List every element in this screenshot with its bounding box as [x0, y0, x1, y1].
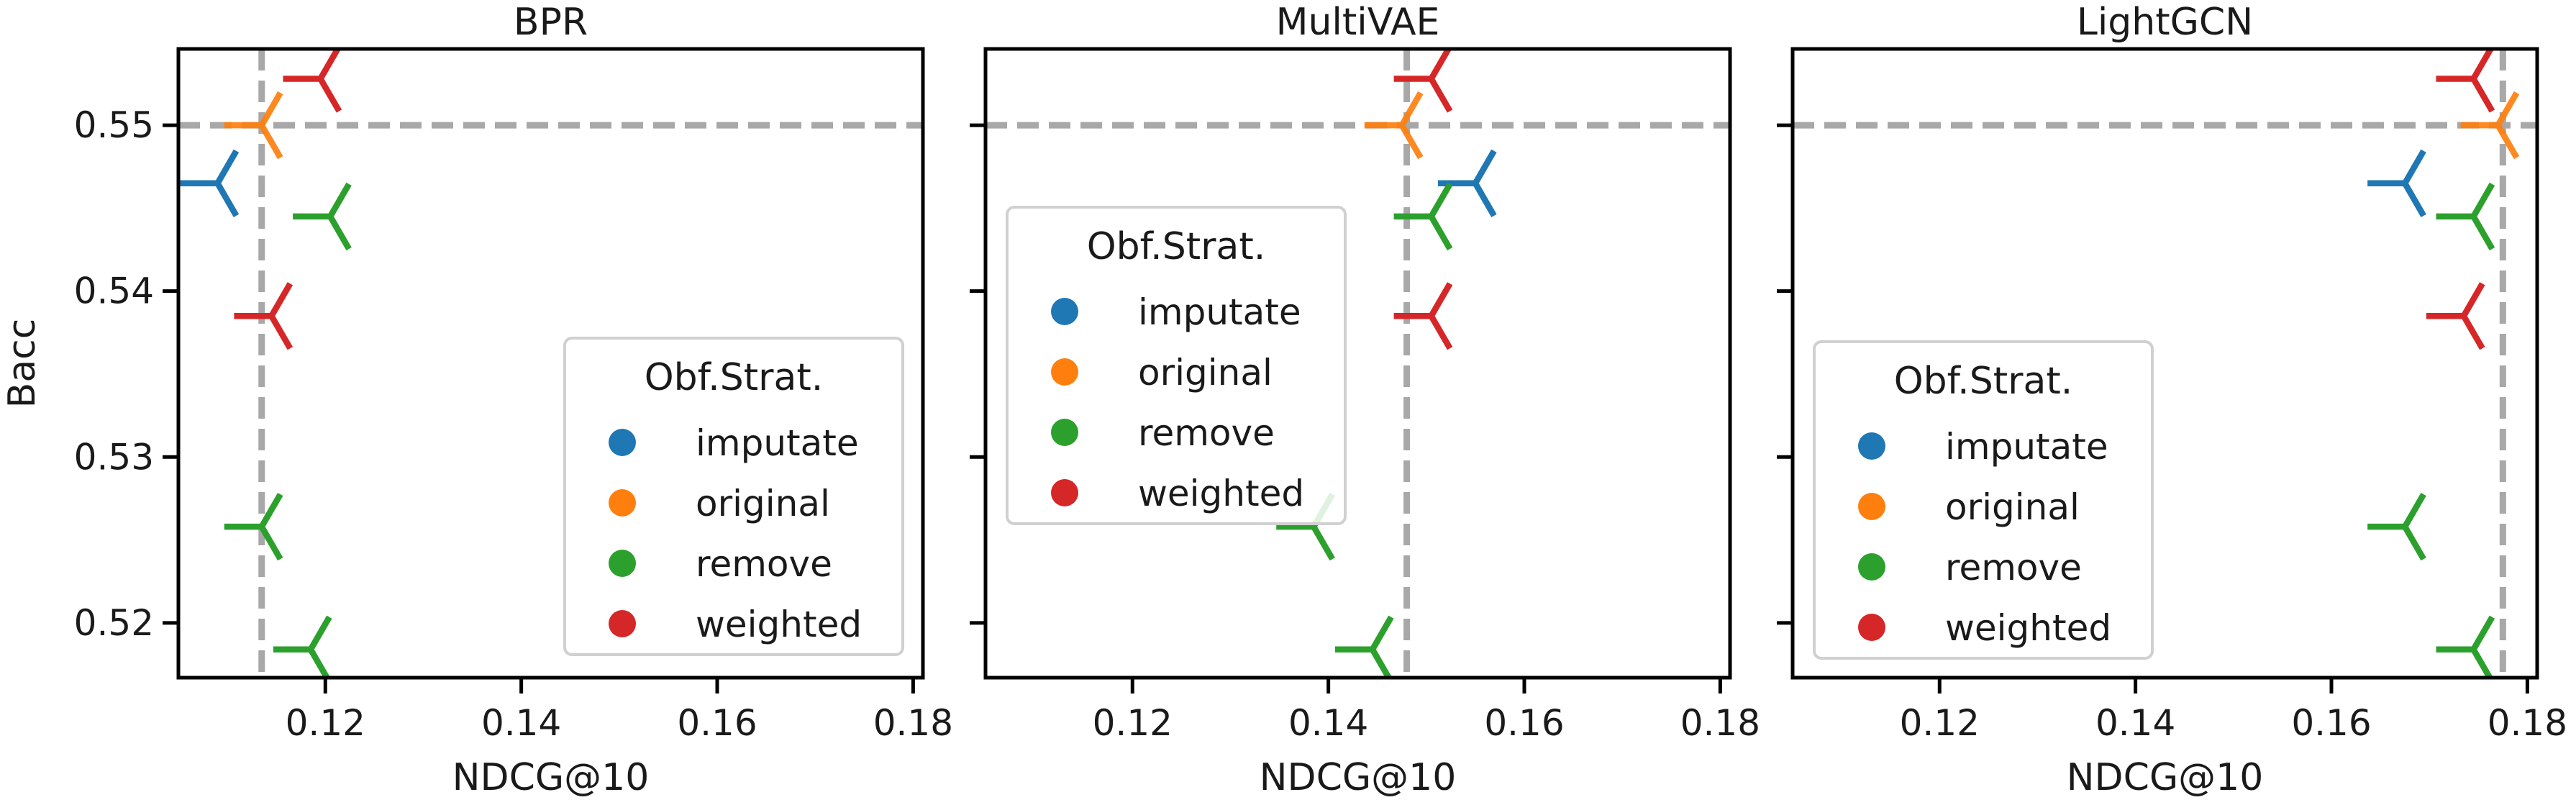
x-tick-label: 0.12 [1900, 702, 1980, 744]
legend-title: Obf.Strat. [1894, 360, 2073, 403]
legend-swatch-remove [1051, 419, 1078, 446]
plot-frame [1790, 47, 2539, 680]
legend-label-original: original [1138, 352, 1273, 394]
legend-label-weighted: weighted [696, 604, 862, 645]
marker-weighted-1 [2436, 49, 2495, 113]
legend: Obf.Strat. imputate original remove weighted [563, 337, 904, 656]
legend-box [1813, 340, 2154, 660]
legend-swatch-remove [609, 550, 636, 577]
marker-original-0 [2460, 91, 2520, 160]
legend-label-weighted: weighted [1138, 473, 1304, 514]
legend-label-imputate: imputate [696, 422, 859, 464]
legend-swatch-weighted [1051, 479, 1078, 506]
y-axis-label: Bacc [1, 319, 44, 409]
marker-weighted-0 [1393, 282, 1453, 350]
plot-area [1793, 49, 2537, 678]
marker-remove-2 [293, 182, 352, 251]
marker-imputate-0 [1437, 149, 1497, 217]
marker-remove-1 [2436, 615, 2495, 678]
plot-frame [176, 47, 925, 680]
legend-label-imputate: imputate [1138, 291, 1301, 333]
marker-remove-2 [2436, 182, 2495, 251]
panel-multivae: 0.12 0.14 0.16 0.18 MultiVAE NDCG@10 Obf.Strat… [970, 1, 1760, 799]
legend-label-weighted: weighted [1945, 607, 2111, 649]
marker-original-0 [224, 91, 283, 160]
x-axis-label: NDCG@10 [2067, 756, 2264, 799]
panel-title: BPR [514, 1, 588, 44]
x-tick-label: 0.18 [2488, 702, 2567, 744]
legend-label-remove: remove [1945, 547, 2082, 588]
legend-swatch-original [609, 489, 636, 517]
marker-remove-1 [1334, 615, 1394, 678]
legend-swatch-original [1051, 358, 1078, 386]
legend-box [1006, 206, 1347, 525]
plot-frame [983, 47, 1732, 680]
legend-swatch-remove [1858, 553, 1885, 581]
legend-label-original: original [696, 483, 830, 524]
legend-title: Obf.Strat. [1087, 225, 1266, 268]
marker-imputate-0 [2367, 149, 2426, 217]
marker-weighted-0 [234, 282, 293, 350]
legend-swatch-imputate [1858, 432, 1885, 460]
legend-swatch-original [1858, 493, 1885, 520]
plot-area [178, 49, 923, 678]
legend-swatch-weighted [609, 610, 636, 637]
marker-imputate-0 [180, 149, 240, 217]
plot-area [986, 49, 1730, 678]
x-axis-label: NDCG@10 [1260, 756, 1457, 799]
legend-box [563, 337, 904, 656]
legend-label-original: original [1945, 486, 2080, 528]
marker-remove-2 [1393, 182, 1453, 251]
x-tick-label: 0.14 [2095, 702, 2175, 744]
marker-remove-0 [2367, 492, 2426, 561]
x-tick-label: 0.16 [1484, 702, 1564, 744]
legend: Obf.Strat. imputate original remove weighted [1813, 340, 2154, 660]
legend-title: Obf.Strat. [645, 356, 824, 399]
panel-bpr: 0.12 0.14 0.16 0.18 0.52 0.53 0.54 0.55 BPR NDCG@… [1, 1, 953, 799]
marker-original-0 [1364, 91, 1424, 160]
legend-label-remove: remove [696, 543, 832, 585]
marker-remove-1 [273, 615, 332, 678]
y-tick-label: 0.53 [74, 436, 154, 478]
y-tick-label: 0.54 [74, 270, 154, 312]
legend-swatch-imputate [1051, 298, 1078, 325]
x-tick-label: 0.14 [1288, 702, 1368, 744]
legend: Obf.Strat. imputate original remove weighted [1006, 206, 1347, 525]
y-tick-label: 0.52 [74, 602, 154, 644]
legend-label-remove: remove [1138, 412, 1275, 454]
panel-title: MultiVAE [1276, 1, 1440, 44]
y-tick-label: 0.55 [74, 104, 154, 146]
legend-swatch-weighted [1858, 614, 1885, 641]
x-axis-label: NDCG@10 [452, 756, 650, 799]
marker-weighted-1 [1393, 49, 1453, 113]
panel-title: LightGCN [2077, 1, 2253, 44]
x-tick-label: 0.14 [481, 702, 561, 744]
x-tick-label: 0.18 [1680, 702, 1760, 744]
panel-lightgcn: 0.12 0.14 0.16 0.18 LightGCN NDCG@10 Obf.Strat… [1777, 1, 2567, 799]
legend-label-imputate: imputate [1945, 426, 2108, 468]
x-tick-label: 0.16 [677, 702, 757, 744]
x-tick-label: 0.18 [873, 702, 953, 744]
x-tick-label: 0.12 [286, 702, 365, 744]
marker-weighted-0 [2426, 282, 2485, 350]
marker-remove-0 [224, 492, 283, 561]
legend-swatch-imputate [609, 429, 636, 456]
marker-weighted-1 [283, 49, 342, 113]
x-tick-label: 0.12 [1093, 702, 1173, 744]
x-tick-label: 0.16 [2291, 702, 2371, 744]
